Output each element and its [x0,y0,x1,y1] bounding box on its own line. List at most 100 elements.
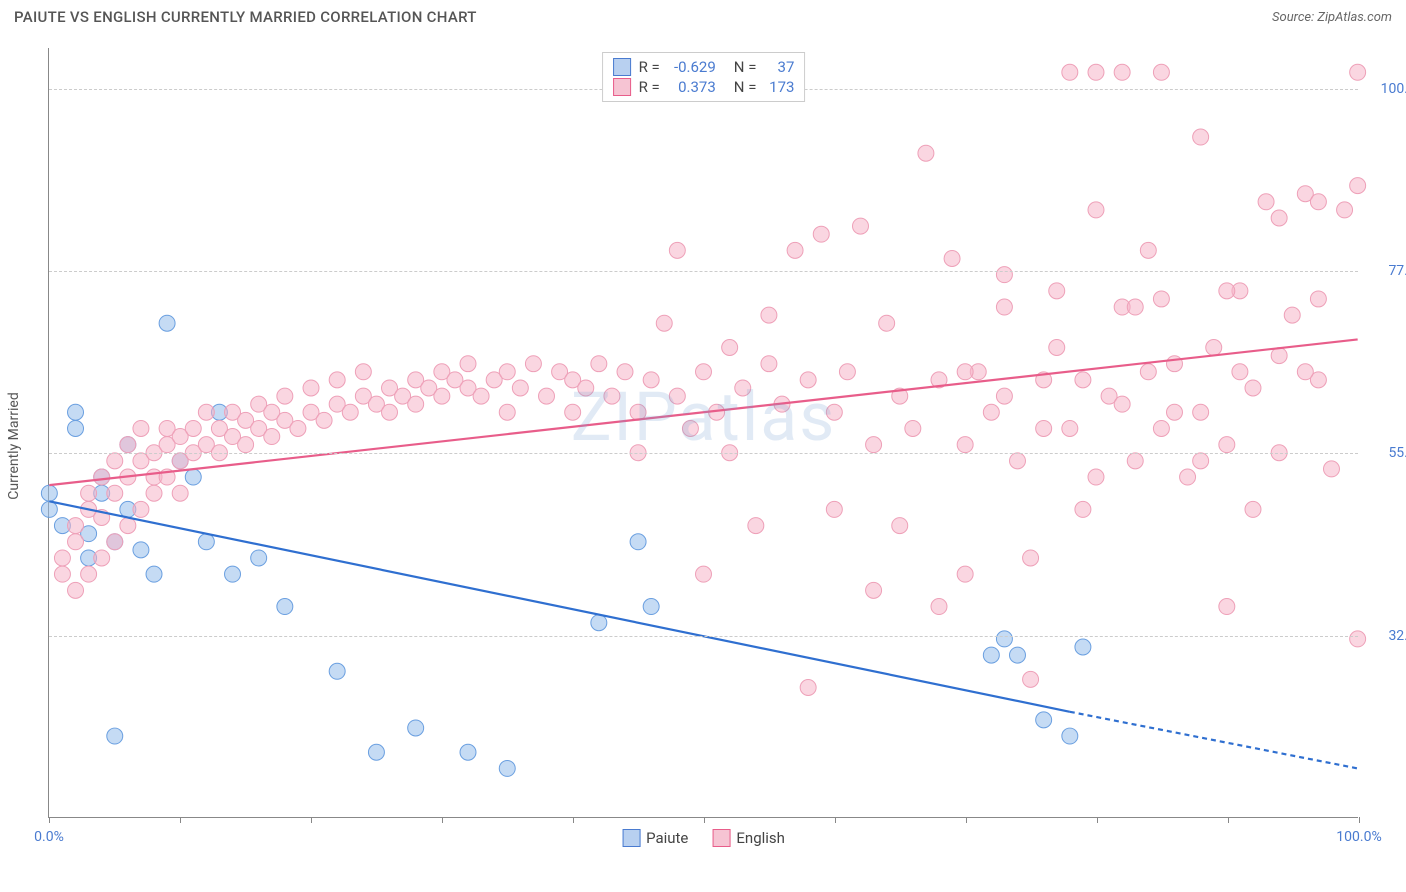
data-point [408,396,424,412]
y-tick-label: 32.5% [1366,628,1406,644]
data-point [866,437,882,453]
x-tick [573,817,574,823]
data-point [68,582,84,598]
legend-row: R = -0.629 N = 37 [613,57,795,77]
data-point [499,760,515,776]
x-tick [966,817,967,823]
x-tick [180,817,181,823]
data-point [1219,283,1235,299]
legend-row: R = 0.373 N = 173 [613,77,795,97]
data-point [682,420,698,436]
data-point [1206,340,1222,356]
data-point [1310,194,1326,210]
data-point [1049,283,1065,299]
data-point [1284,307,1300,323]
data-point [722,340,738,356]
data-point [1140,364,1156,380]
data-point [853,218,869,234]
data-point [172,485,188,501]
data-point [643,599,659,615]
x-tick [1228,817,1229,823]
data-point [68,404,84,420]
data-point [316,412,332,428]
data-point [107,534,123,550]
data-point [525,356,541,372]
data-point [800,372,816,388]
data-point [800,679,816,695]
data-point [81,485,97,501]
data-point [329,663,345,679]
data-point [696,566,712,582]
data-point [1075,639,1091,655]
data-point [905,420,921,436]
data-point [368,744,384,760]
data-point [1193,129,1209,145]
data-point [185,420,201,436]
data-point [1166,404,1182,420]
data-point [460,744,476,760]
x-tick-label: 100.0% [1336,829,1381,845]
data-point [826,404,842,420]
data-point [1088,469,1104,485]
data-point [1114,396,1130,412]
data-point [251,550,267,566]
data-point [996,631,1012,647]
data-point [1036,712,1052,728]
data-point [1219,599,1235,615]
data-point [761,307,777,323]
data-point [879,315,895,331]
data-point [133,420,149,436]
data-point [68,420,84,436]
data-point [264,429,280,445]
data-point [1075,501,1091,517]
data-point [1088,202,1104,218]
data-point [107,485,123,501]
y-axis-label: Currently Married [6,392,22,499]
data-point [185,469,201,485]
legend-r-value: -0.629 [668,58,716,76]
data-point [198,404,214,420]
data-point [133,542,149,558]
legend-n-label: N = [734,78,757,96]
data-point [277,599,293,615]
data-point [1310,291,1326,307]
data-point [617,364,633,380]
data-point [290,420,306,436]
data-point [107,453,123,469]
data-point [813,226,829,242]
data-point [1075,372,1091,388]
data-point [41,501,57,517]
data-point [1350,64,1366,80]
data-point [826,501,842,517]
y-tick-label: 55.0% [1366,445,1406,461]
correlation-legend: R = -0.629 N = 37 R = 0.373 N = 173 [602,52,806,102]
legend-series-label: English [736,829,785,847]
x-tick [311,817,312,823]
data-point [382,404,398,420]
data-point [408,720,424,736]
data-point [1127,299,1143,315]
legend-series-label: Paiute [646,829,688,847]
data-point [1180,469,1196,485]
data-point [54,550,70,566]
data-point [996,267,1012,283]
data-point [146,485,162,501]
scatter-plot [49,48,1358,817]
data-point [1140,242,1156,258]
data-point [957,364,973,380]
data-point [41,485,57,501]
data-point [839,364,855,380]
gridline-h [49,271,1358,272]
x-tick [1359,817,1360,823]
data-point [133,501,149,517]
data-point [159,315,175,331]
data-point [355,364,371,380]
data-point [1062,420,1078,436]
data-point [1271,210,1287,226]
data-point [1062,64,1078,80]
data-point [1350,178,1366,194]
data-point [146,566,162,582]
legend-r-label: R = [639,78,660,96]
data-point [225,566,241,582]
data-point [54,566,70,582]
